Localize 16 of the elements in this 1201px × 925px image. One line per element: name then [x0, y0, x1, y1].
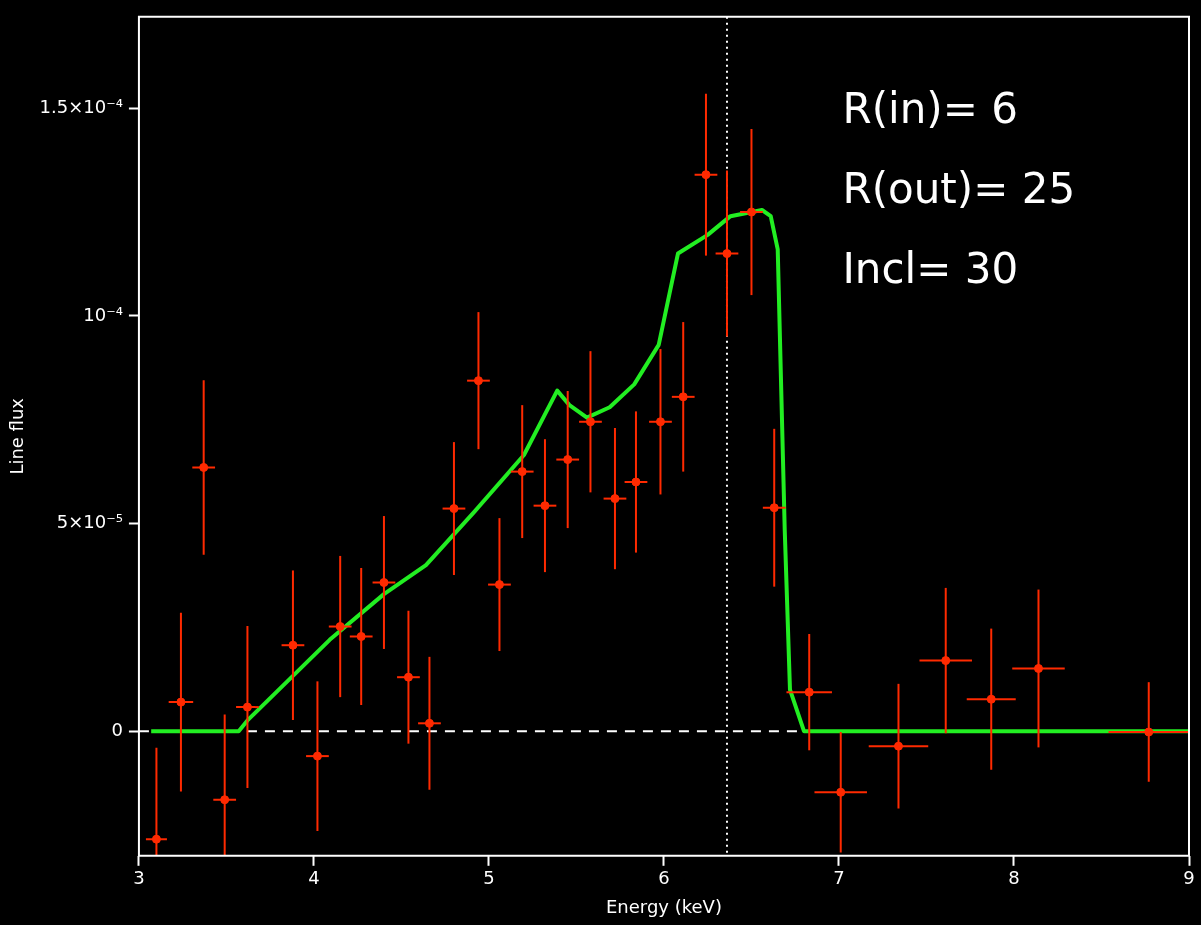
y-tick-label: 5×10⁻⁵ [56, 511, 123, 533]
y-tick-label: 10⁻⁴ [83, 303, 123, 325]
x-tick-label: 9 [1183, 867, 1195, 889]
y-tick-label: 1.5×10⁻⁴ [39, 95, 123, 117]
annotation: R(in)= 6 [842, 83, 1018, 133]
x-tick-label: 8 [1008, 867, 1020, 889]
x-tick-label: 6 [658, 867, 670, 889]
y-tick-label: 0 [111, 718, 123, 740]
x-tick-label: 5 [483, 867, 495, 889]
annotation: Incl= 30 [842, 243, 1019, 293]
x-axis-title: Energy (keV) [605, 895, 722, 917]
y-axis-title: Line flux [6, 397, 28, 475]
x-tick-label: 4 [308, 867, 320, 889]
x-tick-label: 3 [133, 867, 145, 889]
annotation: R(out)= 25 [842, 163, 1076, 213]
x-tick-label: 7 [833, 867, 845, 889]
